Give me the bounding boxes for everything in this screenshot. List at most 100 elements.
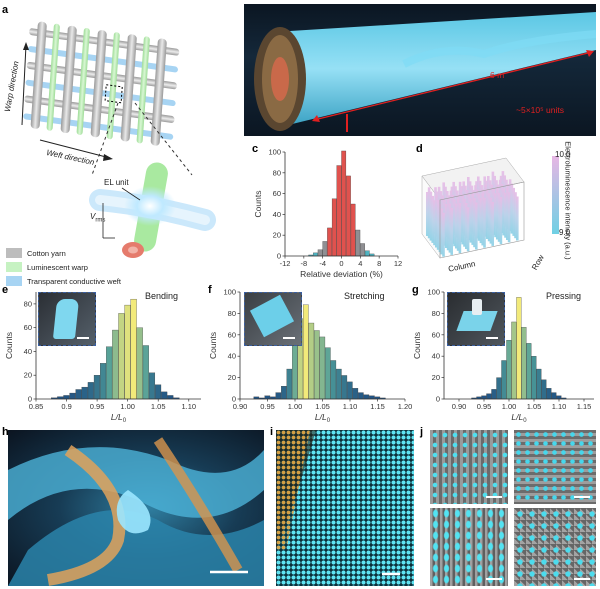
3d-bar xyxy=(442,212,445,257)
3d-bar xyxy=(450,207,453,255)
x-tick-label: 4 xyxy=(358,259,362,268)
y-axis-label: Counts xyxy=(208,332,218,359)
y-axis-label: Counts xyxy=(412,332,422,359)
length-label: 6 m xyxy=(490,70,505,80)
3d-bar xyxy=(455,203,458,249)
y-tick-label: 60 xyxy=(432,330,440,339)
colorbar-min-label: 9.0 xyxy=(559,228,571,237)
pressing-inset-photo xyxy=(447,292,505,346)
3d-bar xyxy=(466,207,470,252)
3d-bar xyxy=(486,189,489,239)
legend-item-weft: Transparent conductive weft xyxy=(6,276,121,286)
3d-bar xyxy=(445,204,448,248)
3d-bar xyxy=(465,203,468,249)
micrograph-4 xyxy=(514,508,596,586)
3d-bar xyxy=(483,197,486,248)
panel-label-f: f xyxy=(208,284,212,296)
vrms-label: Vrms xyxy=(90,212,106,224)
3d-bar xyxy=(463,198,466,247)
3d-bar xyxy=(481,193,484,246)
3d-bar xyxy=(514,192,517,239)
histogram-bar xyxy=(501,360,507,400)
x-tick-label: 1.00 xyxy=(502,402,517,411)
length-arrow xyxy=(313,51,593,121)
3d-bar xyxy=(497,192,501,242)
x-tick-label: 0.90 xyxy=(452,402,467,411)
panel-label-j: j xyxy=(420,426,424,438)
y-tick-label: 20 xyxy=(228,373,236,382)
x-tick-label: 8 xyxy=(377,259,381,268)
3d-bar xyxy=(469,198,473,243)
y-tick-label: 60 xyxy=(273,189,281,198)
bar-grid xyxy=(426,171,519,257)
x-tick-label: 1.15 xyxy=(577,402,592,411)
3d-bar xyxy=(431,195,434,243)
pressing-title: Pressing xyxy=(546,291,582,301)
stretching-title: Stretching xyxy=(344,291,385,301)
x-axis-label: L/L0 xyxy=(111,412,127,424)
3d-bar xyxy=(504,192,507,238)
3d-bar xyxy=(433,200,436,246)
y-tick-label: 60 xyxy=(228,330,236,339)
x-tick-label: -8 xyxy=(300,259,307,268)
y-tick-label: 40 xyxy=(228,352,236,361)
x-tick-label: 0.85 xyxy=(29,402,44,411)
3d-bar xyxy=(477,193,481,241)
histogram-bar xyxy=(541,379,547,400)
histogram-bar xyxy=(551,392,557,400)
x-tick-label: 1.20 xyxy=(398,402,413,411)
histogram-bar xyxy=(521,327,527,400)
3d-bar xyxy=(512,187,515,236)
3d-bar xyxy=(440,208,443,255)
y-tick-label: 0 xyxy=(436,395,440,404)
3d-bar xyxy=(491,201,494,246)
3d-bar xyxy=(489,197,493,244)
colorbar xyxy=(552,156,559,234)
3d-bar xyxy=(475,202,478,250)
x-tick-label: 0.95 xyxy=(90,402,105,411)
el-unit-label: EL unit xyxy=(104,178,129,187)
y-tick-label: 80 xyxy=(432,309,440,318)
y-tick-label: 80 xyxy=(24,299,32,308)
micrograph-3 xyxy=(430,508,508,586)
y-tick-label: 20 xyxy=(273,231,281,240)
3d-bar xyxy=(427,187,431,239)
x-tick-label: 1.15 xyxy=(370,402,385,411)
3d-bar xyxy=(461,194,464,245)
histogram-bar xyxy=(486,393,492,400)
x-tick-label: -4 xyxy=(319,259,326,268)
y-tick-label: 0 xyxy=(232,395,236,404)
y-tick-label: 0 xyxy=(277,252,281,261)
histogram-bar xyxy=(531,356,537,400)
3d-bar xyxy=(516,196,519,241)
histogram-bar xyxy=(496,377,502,400)
y-tick-label: 80 xyxy=(228,309,236,318)
bending-inset-photo xyxy=(38,292,96,346)
panel-label-g: g xyxy=(412,284,419,296)
3d-bar xyxy=(473,198,476,248)
y-axis-label: Counts xyxy=(253,191,263,218)
legend-swatch xyxy=(6,262,22,272)
x-tick-label: 1.10 xyxy=(343,402,358,411)
x-tick-label: 12 xyxy=(394,259,402,268)
colorbar-max-label: 10.0 xyxy=(555,150,571,159)
y-tick-label: 100 xyxy=(223,288,236,297)
x-tick-label: 1.00 xyxy=(288,402,303,411)
3d-bar xyxy=(435,195,438,248)
x-axis-label: L/L0 xyxy=(315,412,331,424)
3d-bar xyxy=(429,191,433,241)
histogram-bar xyxy=(491,389,497,400)
x-tick-label: 1.10 xyxy=(181,402,196,411)
y-tick-label: 0 xyxy=(28,395,32,404)
histogram-bar xyxy=(536,368,542,400)
x-tick-label: 1.05 xyxy=(315,402,330,411)
x-tick-label: 0 xyxy=(339,259,343,268)
3d-bar xyxy=(487,193,491,242)
panel-label-i: i xyxy=(270,426,274,438)
warp-yarns xyxy=(30,21,167,146)
3d-bar xyxy=(479,198,483,244)
3d-bar xyxy=(453,199,456,247)
